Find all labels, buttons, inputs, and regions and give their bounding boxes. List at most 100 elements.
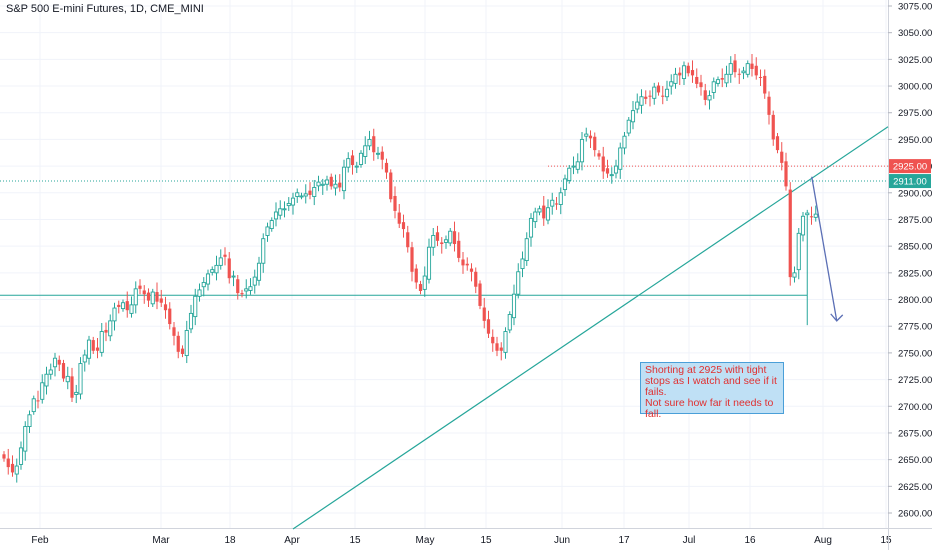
candle-body bbox=[252, 276, 257, 286]
candle-body bbox=[244, 288, 249, 292]
candle-body bbox=[465, 263, 469, 266]
candle-body bbox=[626, 119, 631, 134]
annotation-note[interactable]: Shorting at 2925 with tight stops as I w… bbox=[640, 362, 784, 420]
candle-body bbox=[354, 165, 359, 168]
price-label-green bbox=[889, 174, 931, 189]
candle-body bbox=[312, 187, 317, 197]
candle-body bbox=[422, 275, 427, 290]
candle-body bbox=[176, 335, 180, 352]
candle-body bbox=[737, 73, 741, 75]
candle-body bbox=[426, 246, 432, 280]
candle-body bbox=[690, 70, 695, 76]
candle-body bbox=[511, 293, 517, 319]
candle-body bbox=[520, 258, 525, 270]
y-tick-label: 2850.00 bbox=[898, 242, 932, 253]
price-label-red bbox=[889, 159, 931, 174]
y-tick-label: 2800.00 bbox=[898, 295, 932, 306]
x-tick-label: Jun bbox=[554, 535, 570, 546]
candle-body bbox=[771, 114, 775, 140]
candle-body bbox=[78, 363, 83, 395]
y-tick-label: 2700.00 bbox=[898, 402, 932, 413]
candle-body bbox=[622, 135, 627, 149]
candle-body bbox=[567, 167, 572, 181]
candle-body bbox=[248, 286, 253, 291]
candle-body bbox=[380, 151, 384, 160]
chart-title: S&P 500 E-mini Futures, 1D, CME_MINI bbox=[6, 3, 204, 15]
candle-body bbox=[584, 133, 589, 137]
candle-body bbox=[389, 172, 393, 200]
candle-body bbox=[95, 347, 100, 351]
candle-body bbox=[724, 73, 729, 84]
candle-body bbox=[273, 211, 279, 220]
candle-body bbox=[678, 72, 682, 76]
y-tick-label: 2625.00 bbox=[898, 482, 932, 493]
candle-body bbox=[324, 179, 330, 185]
candle-body bbox=[784, 161, 788, 187]
candle-body bbox=[133, 288, 138, 306]
candle-body bbox=[86, 339, 92, 359]
candle-body bbox=[358, 152, 364, 165]
candle-body bbox=[31, 398, 36, 413]
candle-body bbox=[448, 230, 453, 244]
candle-body bbox=[571, 165, 576, 168]
candle-body bbox=[639, 96, 644, 106]
candle-body bbox=[558, 192, 563, 205]
candle-body bbox=[597, 153, 601, 157]
candle-body bbox=[159, 298, 163, 303]
candle-body bbox=[796, 232, 801, 271]
candle-body bbox=[142, 290, 146, 295]
candle-body bbox=[227, 258, 231, 279]
y-tick-label: 2875.00 bbox=[898, 215, 932, 226]
candle-body bbox=[372, 136, 376, 153]
candle-body bbox=[91, 340, 95, 351]
candle-body bbox=[588, 135, 593, 139]
candle-body bbox=[478, 283, 482, 306]
candle-body bbox=[575, 161, 580, 170]
candle-body bbox=[384, 162, 389, 173]
candle-body bbox=[750, 63, 754, 69]
candle-body bbox=[341, 166, 347, 192]
candle-body bbox=[218, 257, 223, 266]
note-line-4: Not sure how far it needs to bbox=[645, 397, 774, 409]
candle-body bbox=[605, 168, 610, 174]
candle-body bbox=[805, 212, 810, 216]
x-tick-label: Aug bbox=[814, 535, 832, 546]
candle-body bbox=[295, 192, 300, 197]
candle-body bbox=[320, 183, 325, 186]
candle-body bbox=[763, 75, 767, 94]
candle-body bbox=[150, 291, 155, 305]
candle-body bbox=[74, 391, 79, 395]
candle-body bbox=[656, 85, 661, 93]
candle-body bbox=[108, 320, 113, 337]
candle-body bbox=[99, 331, 104, 353]
candle-body bbox=[333, 183, 338, 189]
candle-body bbox=[261, 238, 266, 264]
candle-body bbox=[61, 363, 66, 379]
candle-body bbox=[486, 319, 491, 334]
candle-body bbox=[10, 463, 15, 473]
candle-body bbox=[414, 268, 418, 283]
candle-body bbox=[707, 95, 712, 101]
candle-body bbox=[728, 63, 733, 75]
candle-body bbox=[82, 354, 87, 363]
candle-body bbox=[286, 203, 291, 207]
candle-body bbox=[278, 208, 283, 216]
candle-body bbox=[593, 136, 597, 151]
candle-body bbox=[406, 232, 410, 248]
y-tick-label: 3025.00 bbox=[898, 55, 932, 66]
note-line-2: stops as I watch and see if it bbox=[645, 375, 777, 387]
candle-body bbox=[482, 307, 486, 321]
y-tick-label: 2975.00 bbox=[898, 108, 932, 119]
candle-body bbox=[112, 307, 117, 322]
candle-body bbox=[695, 76, 699, 84]
candle-body bbox=[461, 259, 465, 266]
candle-body bbox=[155, 292, 159, 302]
price-label-text: 2925.00 bbox=[893, 162, 927, 173]
candle-body bbox=[630, 110, 636, 123]
candle-body bbox=[741, 70, 746, 74]
candle-body bbox=[715, 79, 721, 84]
candle-body bbox=[418, 284, 423, 291]
candle-body bbox=[648, 95, 652, 97]
y-tick-label: 2950.00 bbox=[898, 135, 932, 146]
